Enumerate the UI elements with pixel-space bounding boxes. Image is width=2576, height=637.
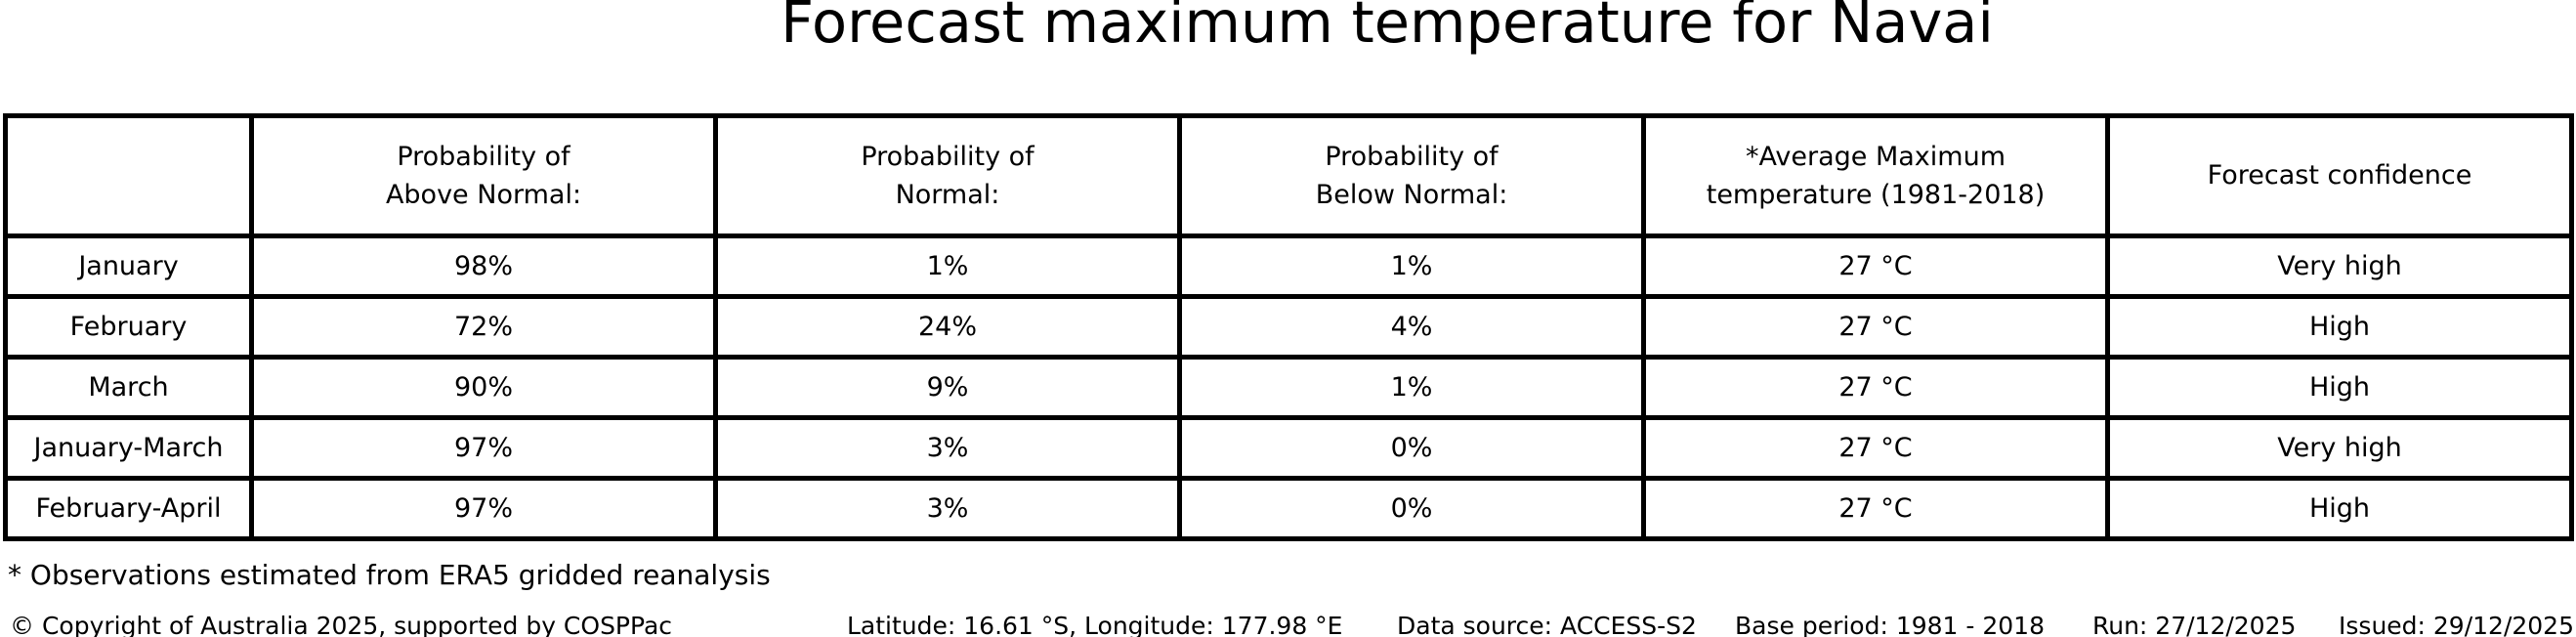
cell-confidence: High — [2105, 476, 2574, 541]
column-header-average-max-temp: *Average Maximum temperature (1981-2018) — [1641, 113, 2110, 238]
cell-above-normal: 90% — [249, 355, 718, 420]
cell-below-normal: 4% — [1177, 294, 1646, 360]
cell-average-max-temp: 27 °C — [1641, 415, 2110, 481]
run-date-text: Run: 27/12/2025 — [2092, 612, 2297, 637]
row-label: January-March — [3, 415, 254, 481]
cell-normal: 1% — [713, 234, 1182, 299]
cell-below-normal: 1% — [1177, 355, 1646, 420]
cell-confidence: Very high — [2105, 415, 2574, 481]
base-period-text: Base period: 1981 - 2018 — [1735, 612, 2045, 637]
row-label: February-April — [3, 476, 254, 541]
cell-confidence: High — [2105, 355, 2574, 420]
table-row-march: March 90% 9% 1% 27 °C High — [3, 355, 2574, 420]
cell-above-normal: 97% — [249, 476, 718, 541]
cell-normal: 9% — [713, 355, 1182, 420]
table-header-row: Probability of Above Normal: Probability… — [3, 113, 2574, 238]
column-header-below-normal: Probability of Below Normal: — [1177, 113, 1646, 238]
column-header-normal: Probability of Normal: — [713, 113, 1182, 238]
column-header-above-normal: Probability of Above Normal: — [249, 113, 718, 238]
cell-above-normal: 98% — [249, 234, 718, 299]
cell-average-max-temp: 27 °C — [1641, 234, 2110, 299]
cell-normal: 3% — [713, 415, 1182, 481]
row-label: March — [3, 355, 254, 420]
cell-confidence: High — [2105, 294, 2574, 360]
cell-below-normal: 0% — [1177, 476, 1646, 541]
copyright-text: © Copyright of Australia 2025, supported… — [10, 612, 673, 637]
data-source-text: Data source: ACCESS-S2 — [1397, 612, 1697, 637]
cell-average-max-temp: 27 °C — [1641, 476, 2110, 541]
table-row-february-april: February-April 97% 3% 0% 27 °C High — [3, 476, 2574, 541]
cell-above-normal: 72% — [249, 294, 718, 360]
row-label: February — [3, 294, 254, 360]
cell-normal: 24% — [713, 294, 1182, 360]
cell-average-max-temp: 27 °C — [1641, 294, 2110, 360]
table-row-january: January 98% 1% 1% 27 °C Very high — [3, 234, 2574, 299]
cell-above-normal: 97% — [249, 415, 718, 481]
observations-footnote: * Observations estimated from ERA5 gridd… — [8, 559, 771, 591]
column-header-forecast-confidence: Forecast confidence — [2105, 113, 2574, 238]
lat-long-text: Latitude: 16.61 °S, Longitude: 177.98 °E — [847, 612, 1343, 637]
cell-normal: 3% — [713, 476, 1182, 541]
issued-date-text: Issued: 29/12/2025 — [2339, 612, 2574, 637]
page-title: Forecast maximum temperature for Navai — [781, 0, 1994, 56]
row-label: January — [3, 234, 254, 299]
table-row-february: February 72% 24% 4% 27 °C High — [3, 294, 2574, 360]
cell-average-max-temp: 27 °C — [1641, 355, 2110, 420]
table-row-january-march: January-March 97% 3% 0% 27 °C Very high — [3, 415, 2574, 481]
table-corner-blank — [3, 113, 254, 238]
cell-below-normal: 1% — [1177, 234, 1646, 299]
cell-below-normal: 0% — [1177, 415, 1646, 481]
forecast-table: Probability of Above Normal: Probability… — [3, 113, 2574, 541]
cell-confidence: Very high — [2105, 234, 2574, 299]
